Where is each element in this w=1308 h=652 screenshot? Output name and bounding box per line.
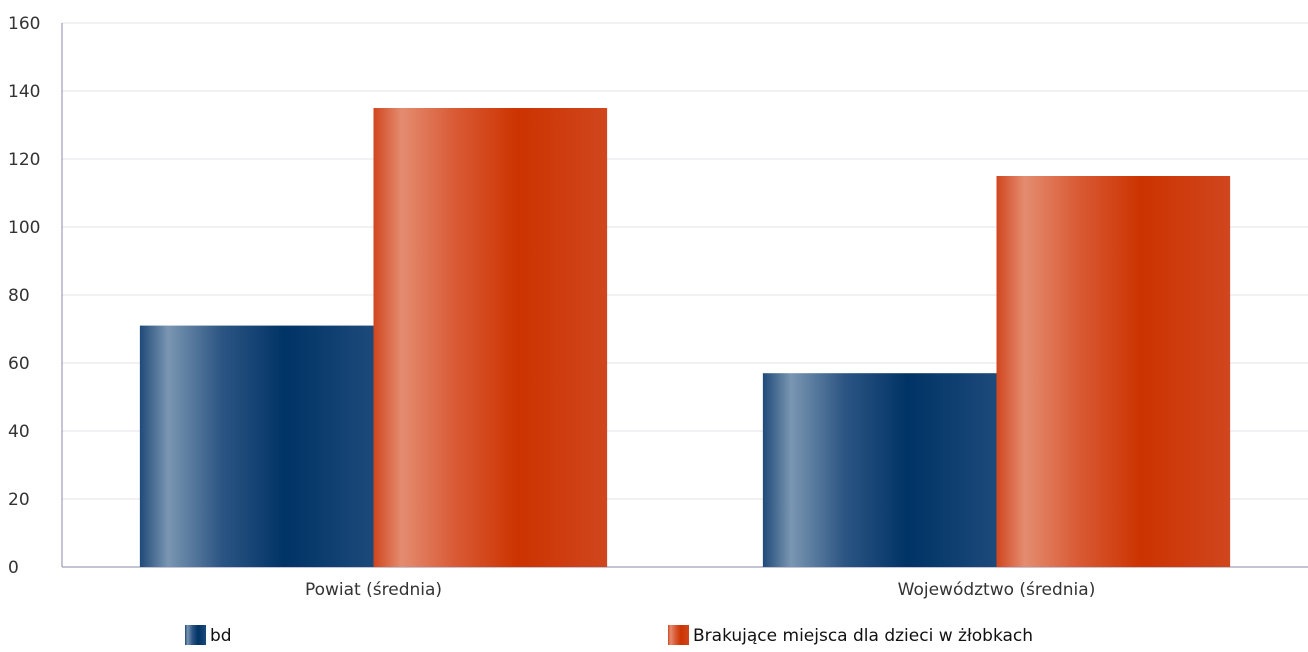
legend-label: Brakujące miejsca dla dzieci w żłobkach [693, 626, 1033, 646]
y-tick-label: 120 [8, 150, 40, 170]
y-tick-label: 40 [8, 422, 30, 442]
bar-bd-1 [762, 373, 997, 567]
bar-bd-0 [139, 325, 374, 567]
x-category-label: Powiat (średnia) [305, 580, 442, 600]
y-tick-label: 100 [8, 218, 40, 238]
legend-label: bd [210, 626, 232, 646]
y-tick-label: 0 [8, 558, 19, 578]
legend-item: Brakujące miejsca dla dzieci w żłobkach [668, 625, 1033, 646]
bar-brakujace-1 [996, 176, 1231, 567]
y-tick-label: 80 [8, 286, 30, 306]
legend-swatch [668, 625, 689, 645]
labels-layer: 0 20 40 60 80 100 120 140 160 Powiat (średnia) Woj… [8, 14, 1095, 600]
x-category-label: Województwo (średnia) [898, 580, 1096, 600]
y-tick-label: 20 [8, 490, 30, 510]
legend: bd Brakujące miejsca dla dzieci w żłobkac… [185, 625, 1033, 646]
legend-item: bd [185, 625, 232, 646]
bar-brakujace-0 [373, 108, 608, 567]
legend-swatch [185, 625, 206, 645]
y-tick-label: 140 [8, 82, 40, 102]
y-tick-label: 60 [8, 354, 30, 374]
bars-layer [139, 108, 1231, 567]
y-tick-label: 160 [8, 14, 40, 34]
